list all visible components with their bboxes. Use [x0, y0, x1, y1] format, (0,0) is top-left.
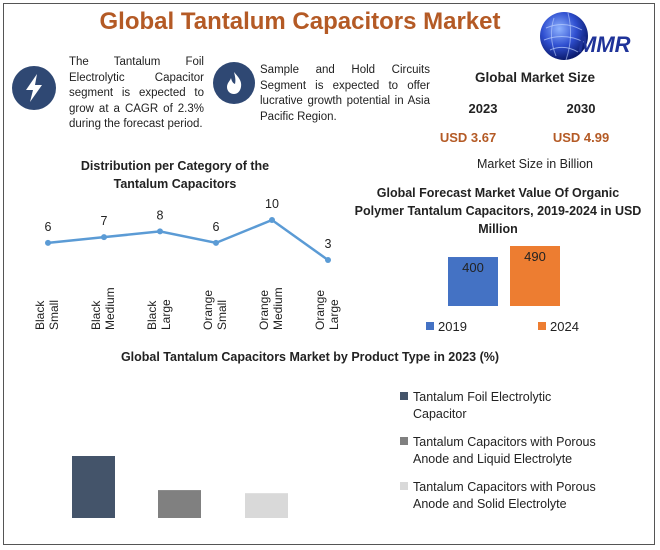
- market-size-year-a: 2023: [468, 101, 498, 116]
- data-label: 400: [462, 260, 484, 275]
- data-point: [325, 257, 331, 263]
- lightning-icon: [26, 74, 42, 102]
- market-size-value-b: USD 4.99: [552, 130, 610, 145]
- data-point: [45, 239, 51, 246]
- mmr-logo: MMR: [540, 12, 631, 61]
- data-label: 7: [101, 214, 108, 228]
- product-bar-chart: Tantalum Foil Electrolytic Capacitor Tanta…: [72, 390, 596, 518]
- data-point: [101, 234, 107, 241]
- x-tick-label: Black Medium: [89, 287, 117, 330]
- bar: [158, 490, 201, 518]
- legend-label: Tantalum Capacitors with Porous: [413, 435, 596, 449]
- x-tick-label: Black Small: [33, 300, 61, 330]
- x-tick-label-line: Large: [159, 299, 173, 330]
- data-point: [269, 217, 275, 223]
- x-tick-label-line: Black: [145, 300, 159, 330]
- page-title: Global Tantalum Capacitors Market: [99, 8, 501, 35]
- legend-swatch: [400, 482, 408, 490]
- legend-swatch: [426, 322, 434, 330]
- highlight-icon-circle: [213, 62, 255, 104]
- data-label: 6: [45, 220, 52, 234]
- data-label: 3: [325, 237, 332, 251]
- infographic-frame: [3, 3, 655, 545]
- highlight-icon-circle: [12, 66, 56, 110]
- line-chart-title: Distribution per Category of the Tantalu…: [80, 159, 270, 191]
- legend-label: 2019: [438, 319, 467, 334]
- data-label: 8: [157, 208, 164, 222]
- highlight-text-2: Sample and Hold Circuits Segment is expe…: [260, 64, 430, 123]
- market-size-year-b: 2030: [566, 101, 596, 116]
- legend-label: Capacitor: [413, 407, 467, 421]
- legend-swatch: [400, 392, 408, 400]
- legend-label: Anode and Liquid Electrolyte: [413, 452, 572, 466]
- series-line: [47, 218, 329, 262]
- x-tick-label-line: Black: [89, 300, 103, 330]
- product-chart-title: Global Tantalum Capacitors Market by Pro…: [120, 350, 500, 364]
- logo-text: MMR: [578, 32, 631, 57]
- x-tick-label-line: Small: [215, 300, 229, 330]
- data-label: 10: [265, 197, 279, 211]
- legend-label: 2024: [550, 319, 579, 334]
- market-size-value-a: USD 3.67: [439, 130, 497, 145]
- x-tick-label-line: Small: [47, 300, 61, 330]
- x-tick-label: Orange Small: [201, 290, 229, 330]
- highlight-text-1: The Tantalum Foil Electrolytic Capacitor…: [69, 56, 204, 130]
- bar: [245, 493, 288, 518]
- market-size-title: Global Market Size: [474, 70, 596, 85]
- bar: [510, 246, 560, 306]
- data-point: [157, 228, 163, 235]
- data-point: [213, 239, 219, 246]
- x-tick-label-line: Orange: [313, 290, 327, 330]
- x-tick-label-line: Large: [327, 299, 341, 330]
- bar: [448, 257, 498, 306]
- x-tick-label-line: Black: [33, 300, 47, 330]
- market-size-unit: Market Size in Billion: [476, 157, 593, 171]
- x-tick-label: Black Large: [145, 299, 173, 330]
- x-tick-label-line: Medium: [103, 287, 117, 330]
- x-tick-label-line: Orange: [201, 290, 215, 330]
- legend-label: Anode and Solid Electrolyte: [413, 497, 567, 511]
- flame-icon: [227, 72, 242, 94]
- x-tick-label-line: Medium: [271, 287, 285, 330]
- x-tick-label: Orange Medium: [257, 287, 285, 330]
- forecast-chart-title: Global Forecast Market Value Of Organic …: [354, 186, 642, 236]
- data-label: 6: [213, 220, 220, 234]
- x-tick-label: Orange Large: [313, 290, 341, 330]
- data-label: 490: [524, 249, 546, 264]
- legend-swatch: [400, 437, 408, 445]
- bar: [72, 456, 115, 518]
- x-tick-label-line: Orange: [257, 290, 271, 330]
- legend-label: Tantalum Foil Electrolytic: [413, 390, 551, 404]
- legend-swatch: [538, 322, 546, 330]
- forecast-bar-chart: 400 490 2019 2024: [426, 246, 579, 334]
- legend-label: Tantalum Capacitors with Porous: [413, 480, 596, 494]
